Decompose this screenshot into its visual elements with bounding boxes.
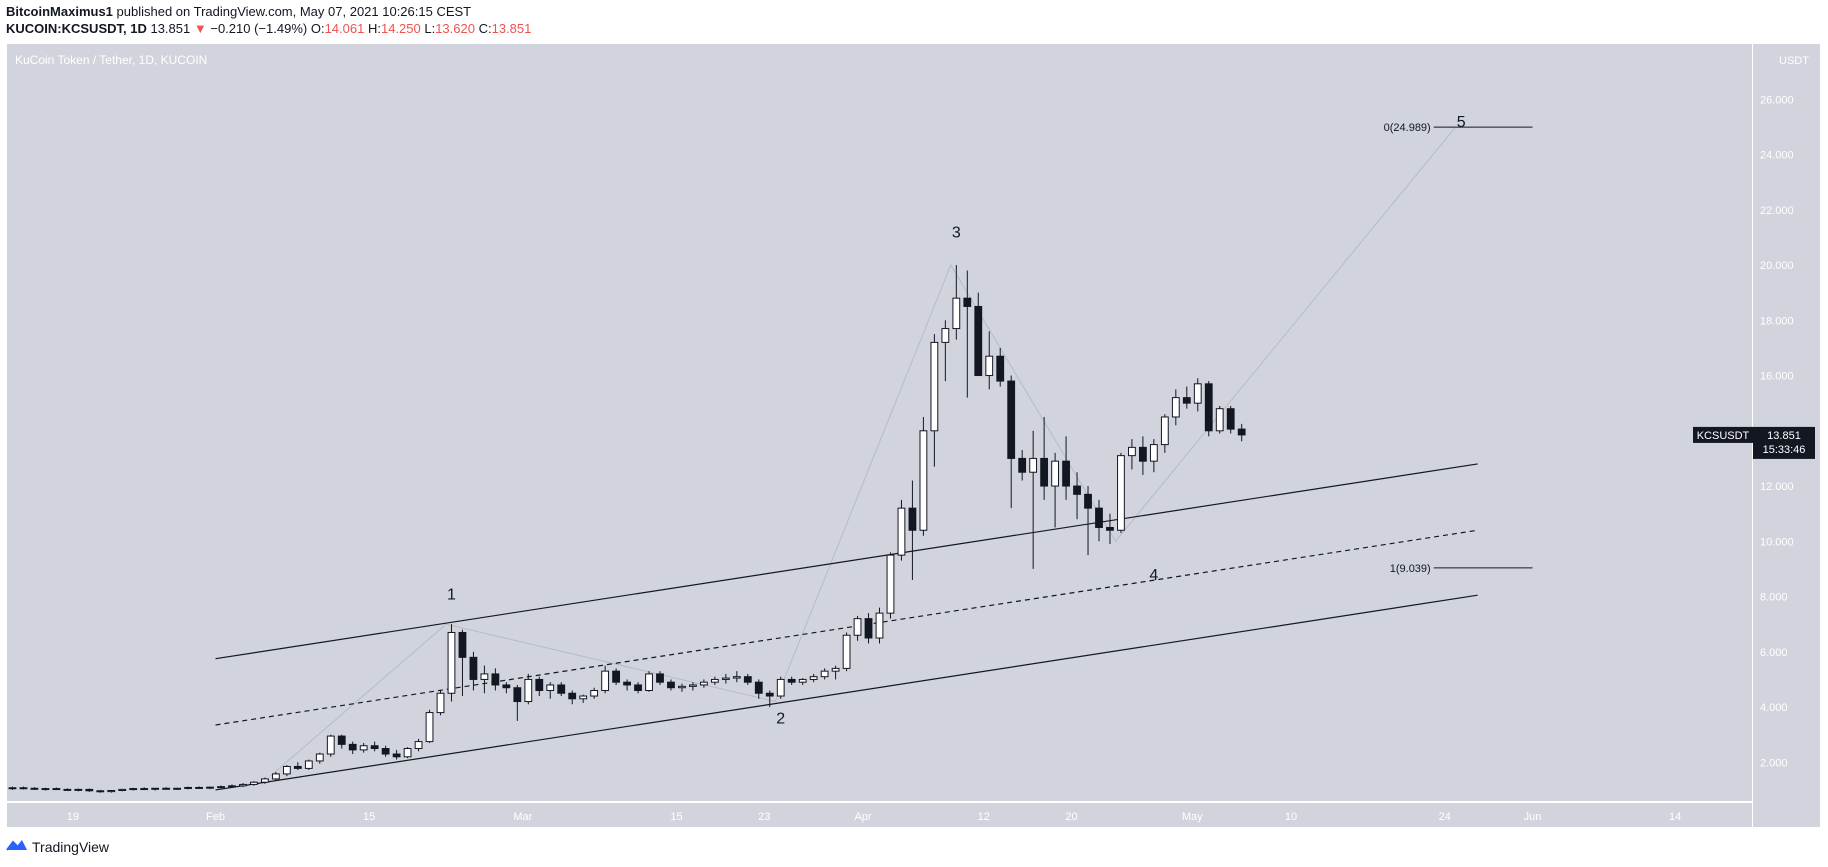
author-name[interactable]: BitcoinMaximus1 — [6, 4, 113, 19]
symbol-label[interactable]: KUCOIN:KCSUSDT, 1D — [6, 21, 147, 36]
high-label: H: — [367, 21, 381, 36]
change-value: −0.210 (−1.49%) — [210, 21, 308, 36]
open-value: 14.061 — [324, 21, 365, 36]
chart-plot-area[interactable] — [7, 44, 1752, 801]
high-value: 14.250 — [380, 21, 421, 36]
close-value: 13.851 — [491, 21, 532, 36]
published-text: published on TradingView.com, May 07, 20… — [112, 4, 472, 19]
publish-info: BitcoinMaximus1 published on TradingView… — [6, 4, 471, 19]
down-arrow-icon: ▼ — [193, 21, 207, 36]
low-value: 13.620 — [435, 21, 475, 36]
tradingview-brand[interactable]: TradingView — [6, 838, 109, 855]
price-scale[interactable] — [1753, 44, 1820, 827]
open-label: O: — [310, 21, 325, 36]
close-label: C: — [478, 21, 492, 36]
time-axis[interactable] — [7, 803, 1752, 827]
low-label: L: — [424, 21, 436, 36]
tradingview-brand-label: TradingView — [32, 838, 110, 855]
last-value: 13.851 — [150, 21, 191, 36]
ohlc-legend: KUCOIN:KCSUSDT, 1D 13.851 ▼ −0.210 (−1.4… — [6, 21, 531, 36]
tradingview-logo-icon — [6, 838, 28, 855]
